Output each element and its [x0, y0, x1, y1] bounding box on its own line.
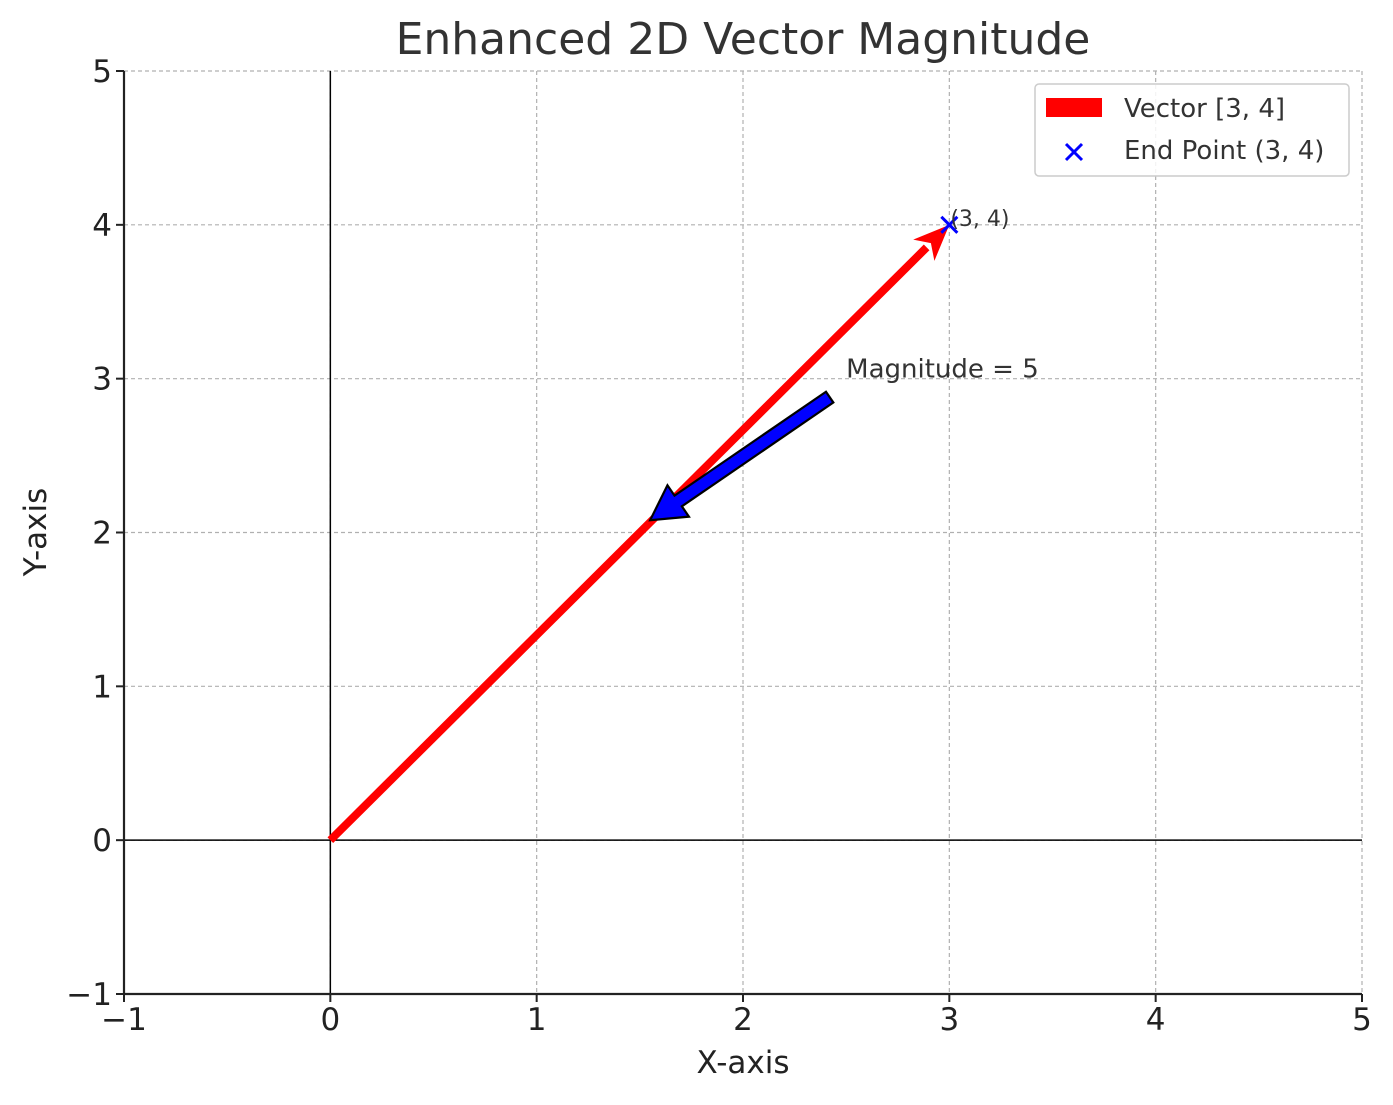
- x-tick-label: 3: [939, 1002, 959, 1038]
- legend-label-vector: Vector [3, 4]: [1124, 94, 1285, 124]
- ticks: −1 0 1 2 3 4 5 −1 0 1 2 3 4 5: [66, 54, 1372, 1038]
- x-tick-label: 4: [1146, 1002, 1166, 1038]
- grid: [123, 70, 1363, 995]
- chart-title: Enhanced 2D Vector Magnitude: [396, 14, 1091, 65]
- endpoint-marker-stroke: [940, 215, 959, 234]
- magnitude-annotation-label: Magnitude = 5: [846, 355, 1039, 385]
- y-tick-label: −1: [66, 977, 112, 1013]
- y-axis-label: Y-axis: [18, 488, 54, 578]
- legend: Vector [3, 4] End Point (3, 4): [1034, 83, 1350, 177]
- x-axis-label: X-axis: [697, 1045, 790, 1081]
- vector-shaft: [327, 244, 930, 844]
- y-tick-label: 2: [92, 516, 112, 552]
- endpoint-annotation: (3, 4): [950, 207, 1009, 232]
- data-marks: (3, 4) Magnitude = 5: [327, 207, 1039, 844]
- legend-vector-swatch: [1046, 98, 1102, 117]
- x-tick-label: 2: [733, 1002, 753, 1038]
- endpoint-marker: [940, 215, 959, 234]
- magnitude-annotation-arrow: [648, 390, 835, 522]
- y-tick-label: 1: [92, 669, 112, 705]
- legend-endpoint-marker: [1064, 142, 1084, 162]
- vector-arrowhead: [913, 224, 950, 261]
- x-tick-label: 0: [320, 1002, 340, 1038]
- y-tick-label: 4: [92, 208, 112, 244]
- x-tick-label: 5: [1352, 1002, 1372, 1038]
- x-tick-label: 1: [527, 1002, 547, 1038]
- y-tick-label: 5: [92, 54, 112, 90]
- x-tick-label: −1: [101, 1002, 147, 1038]
- legend-marker-stroke: [1064, 142, 1084, 162]
- y-tick-label: 3: [92, 362, 112, 398]
- legend-label-endpoint: End Point (3, 4): [1124, 136, 1324, 166]
- legend-frame: [1034, 83, 1350, 177]
- y-tick-label: 0: [92, 823, 112, 859]
